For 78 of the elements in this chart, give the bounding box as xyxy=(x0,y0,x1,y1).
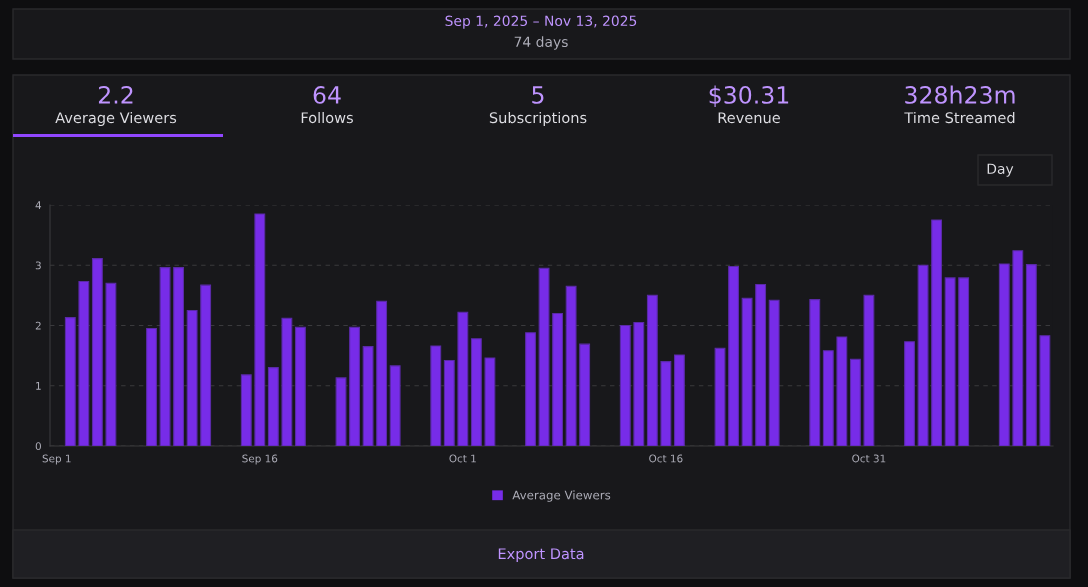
bar xyxy=(105,282,117,446)
bar xyxy=(552,312,564,446)
bar xyxy=(91,258,103,446)
bar xyxy=(646,294,658,446)
bar xyxy=(849,358,861,446)
bar xyxy=(186,309,198,446)
bar xyxy=(904,341,915,446)
bar xyxy=(728,265,739,446)
bar xyxy=(1012,250,1024,446)
y-tick-label: 0 xyxy=(35,442,41,451)
text: 64 xyxy=(313,85,341,104)
bar xyxy=(389,365,401,446)
bar xyxy=(430,345,442,446)
bar xyxy=(714,347,726,446)
bar xyxy=(809,299,821,446)
chart-subtitle: 74 days xyxy=(514,36,568,50)
bar xyxy=(362,346,374,446)
text: Revenue xyxy=(718,112,780,124)
bar xyxy=(443,359,455,446)
bar xyxy=(1025,264,1037,446)
text: Subscriptions xyxy=(489,111,587,127)
text: Time Streamed xyxy=(904,111,1015,124)
x-tick-label: Sep 16 xyxy=(242,454,278,465)
y-tick-label: 1 xyxy=(36,382,41,390)
bar xyxy=(538,267,550,446)
bar xyxy=(619,324,631,446)
text: 328h23m xyxy=(905,85,1015,104)
bar xyxy=(294,326,306,446)
bar xyxy=(349,326,360,446)
bar xyxy=(484,357,496,446)
bar xyxy=(376,300,388,446)
text: $30.31 xyxy=(709,85,789,107)
x-tick-label: Oct 31 xyxy=(852,454,886,463)
bar xyxy=(78,280,90,446)
text: 5 xyxy=(532,86,544,104)
bar xyxy=(633,321,645,446)
bar xyxy=(281,317,293,446)
bar xyxy=(254,213,266,446)
y-tick-label: 2 xyxy=(35,321,41,330)
bar xyxy=(565,285,577,446)
bar xyxy=(579,343,591,446)
bar xyxy=(958,277,970,446)
bar xyxy=(863,294,875,446)
bar xyxy=(267,367,279,446)
bar xyxy=(944,277,956,446)
bar xyxy=(525,332,536,446)
y-tick-label: 3 xyxy=(35,261,41,270)
bar xyxy=(836,336,848,446)
bar xyxy=(64,317,76,446)
text: Follows xyxy=(301,111,353,124)
y-tick-label: 4 xyxy=(35,201,42,209)
bar xyxy=(917,264,929,446)
bar xyxy=(660,361,672,446)
bar xyxy=(755,283,767,446)
bar xyxy=(822,350,834,446)
bar xyxy=(159,267,171,446)
chart-title: Sep 1, 2025 – Nov 13, 2025 xyxy=(445,15,637,29)
bar xyxy=(673,354,685,446)
x-tick-label: Oct 1 xyxy=(449,454,476,463)
bar xyxy=(173,267,185,446)
bar xyxy=(1039,335,1051,446)
bar xyxy=(146,327,157,446)
text: Export Data xyxy=(498,548,584,563)
bar xyxy=(998,263,1010,446)
text: Average Viewers xyxy=(55,111,177,127)
bar xyxy=(240,374,252,446)
bar xyxy=(741,297,753,446)
legend-label: Average Viewers xyxy=(512,490,611,502)
bar xyxy=(768,299,780,446)
bar xyxy=(931,219,943,446)
bar xyxy=(200,284,212,446)
bar xyxy=(335,377,347,446)
bar xyxy=(470,338,482,446)
bar xyxy=(457,311,469,446)
text: 2.2 xyxy=(98,85,133,104)
text: Day xyxy=(987,163,1014,177)
x-tick-label: Oct 16 xyxy=(649,454,683,463)
x-tick-label: Sep 1 xyxy=(42,454,71,465)
